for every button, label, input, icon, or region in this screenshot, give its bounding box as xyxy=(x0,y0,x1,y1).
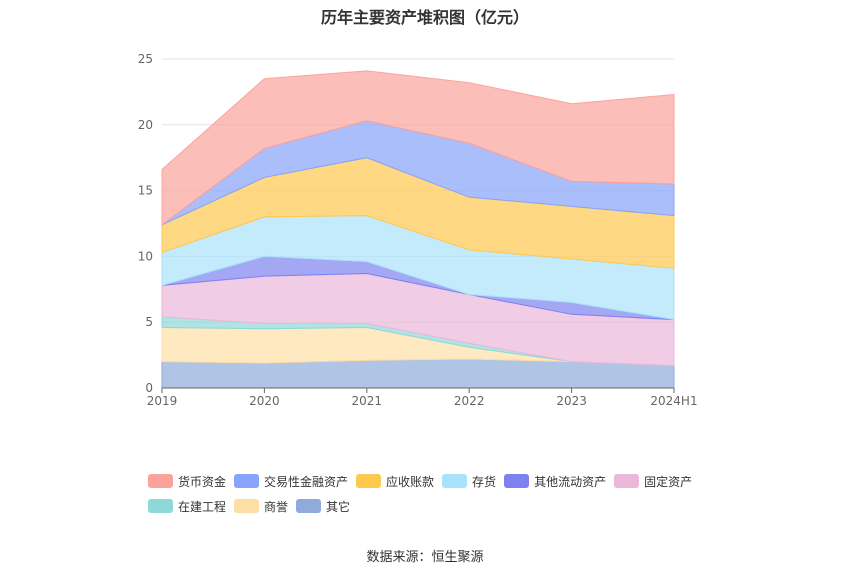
data-source-note: 数据来源：恒生聚源 xyxy=(366,550,484,565)
x-tick-label: 2021 xyxy=(352,394,383,408)
legend-swatch xyxy=(296,499,322,513)
legend-label: 商誉 xyxy=(264,499,289,514)
legend-label: 应收账款 xyxy=(386,474,435,489)
legend-item[interactable]: 货币资金 xyxy=(148,473,226,489)
y-tick-label: 10 xyxy=(138,249,153,263)
legend-label: 货币资金 xyxy=(178,474,227,489)
legend-label: 存货 xyxy=(472,474,497,489)
chart-legend: 货币资金 交易性金融资产 应收账款 存货 其他流动资产 固定资产在建工程 商誉 其它 xyxy=(148,473,748,523)
legend-label: 其他流动资产 xyxy=(534,474,607,489)
legend-item[interactable]: 在建工程 xyxy=(148,498,226,514)
y-tick-label: 20 xyxy=(138,118,153,132)
y-tick-label: 25 xyxy=(138,52,153,66)
legend-swatch xyxy=(148,474,173,488)
stacked-area-chart: 0 5 10 15 20 25 2019 2020 2021 2022 2023 2024H1 xyxy=(138,52,698,408)
legend-swatch xyxy=(614,474,640,488)
chart-title: 历年主要资产堆积图（亿元） xyxy=(320,8,529,27)
x-tick-label: 2019 xyxy=(147,394,178,408)
legend-swatch xyxy=(356,474,382,488)
legend-item[interactable]: 其他流动资产 xyxy=(504,473,606,489)
legend-swatch xyxy=(148,499,173,513)
legend-swatch xyxy=(234,499,260,513)
area-货币资金 xyxy=(161,70,675,226)
legend-swatch xyxy=(504,474,530,488)
area-其它 xyxy=(161,358,675,389)
legend-label: 固定资产 xyxy=(644,474,693,489)
legend-swatch xyxy=(442,474,468,488)
legend-label: 在建工程 xyxy=(178,499,227,514)
legend-item[interactable]: 应收账款 xyxy=(356,473,434,489)
legend-item[interactable]: 其它 xyxy=(296,498,350,514)
legend-item[interactable]: 固定资产 xyxy=(614,473,692,489)
legend-item[interactable]: 商誉 xyxy=(234,498,288,514)
y-tick-label: 15 xyxy=(138,184,153,198)
x-tick-label: 2022 xyxy=(454,394,485,408)
legend-item[interactable]: 交易性金融资产 xyxy=(234,473,348,489)
legend-label: 交易性金融资产 xyxy=(264,474,349,489)
x-tick-label: 2020 xyxy=(249,394,280,408)
legend-swatch xyxy=(234,474,260,488)
legend-item[interactable]: 存货 xyxy=(442,473,496,489)
y-tick-label: 0 xyxy=(145,381,153,395)
legend-label: 其它 xyxy=(326,499,351,514)
y-tick-label: 5 xyxy=(145,315,153,329)
x-tick-label: 2023 xyxy=(556,394,587,408)
x-tick-label: 2024H1 xyxy=(650,394,697,408)
